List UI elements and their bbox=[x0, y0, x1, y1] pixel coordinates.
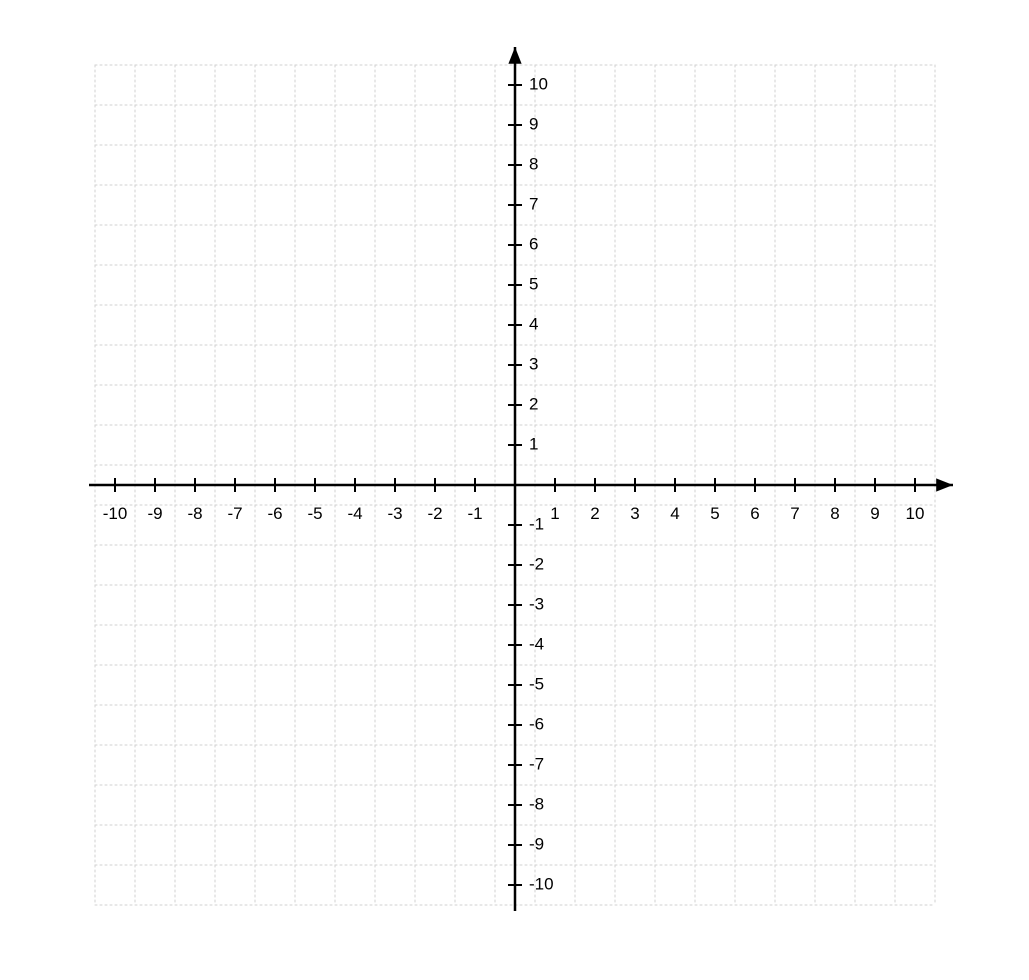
x-tick-label: -4 bbox=[347, 504, 362, 523]
y-tick-label: 2 bbox=[529, 394, 538, 413]
x-tick-label: 4 bbox=[670, 504, 679, 523]
y-tick-label: -10 bbox=[529, 874, 554, 893]
y-tick-label: 9 bbox=[529, 114, 538, 133]
x-tick-label: 10 bbox=[906, 504, 925, 523]
x-tick-label: -6 bbox=[267, 504, 282, 523]
y-tick-label: -6 bbox=[529, 714, 544, 733]
y-tick-label: 3 bbox=[529, 354, 538, 373]
y-tick-label: -3 bbox=[529, 594, 544, 613]
y-tick-label: -9 bbox=[529, 834, 544, 853]
cartesian-plane: -10 -9 -8 -7 -6 -5 -4 -3 -2 -1 1 2 3 4 5 6 7 8 9 10 -10 -9 -8 -… bbox=[0, 0, 1029, 980]
y-tick-label: -7 bbox=[529, 754, 544, 773]
y-tick-label: -5 bbox=[529, 674, 544, 693]
y-tick-label: -8 bbox=[529, 794, 544, 813]
y-tick-label: 5 bbox=[529, 274, 538, 293]
x-tick-label: -9 bbox=[147, 504, 162, 523]
x-tick-label: -2 bbox=[427, 504, 442, 523]
y-tick-label: -2 bbox=[529, 554, 544, 573]
x-tick-label: -5 bbox=[307, 504, 322, 523]
x-tick-label: -1 bbox=[467, 504, 482, 523]
y-tick-label: 7 bbox=[529, 194, 538, 213]
x-tick-label: -8 bbox=[187, 504, 202, 523]
x-tick-label: -10 bbox=[103, 504, 128, 523]
x-tick-label: 8 bbox=[830, 504, 839, 523]
x-tick-label: 1 bbox=[550, 504, 559, 523]
x-tick-label: 2 bbox=[590, 504, 599, 523]
x-tick-label: 7 bbox=[790, 504, 799, 523]
y-tick-label: 10 bbox=[529, 74, 548, 93]
y-tick-label: 1 bbox=[529, 434, 538, 453]
y-tick-label: -4 bbox=[529, 634, 544, 653]
x-tick-label: 5 bbox=[710, 504, 719, 523]
y-tick-label: -1 bbox=[529, 514, 544, 533]
x-tick-label: -3 bbox=[387, 504, 402, 523]
y-tick-label: 6 bbox=[529, 234, 538, 253]
chart-container: -10 -9 -8 -7 -6 -5 -4 -3 -2 -1 1 2 3 4 5 6 7 8 9 10 -10 -9 -8 -… bbox=[0, 0, 1029, 980]
y-tick-label: 8 bbox=[529, 154, 538, 173]
x-tick-label: 9 bbox=[870, 504, 879, 523]
x-tick-label: 6 bbox=[750, 504, 759, 523]
x-tick-label: -7 bbox=[227, 504, 242, 523]
y-tick-label: 4 bbox=[529, 314, 538, 333]
x-tick-label: 3 bbox=[630, 504, 639, 523]
